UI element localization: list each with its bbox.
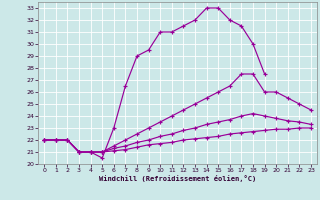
X-axis label: Windchill (Refroidissement éolien,°C): Windchill (Refroidissement éolien,°C) <box>99 175 256 182</box>
